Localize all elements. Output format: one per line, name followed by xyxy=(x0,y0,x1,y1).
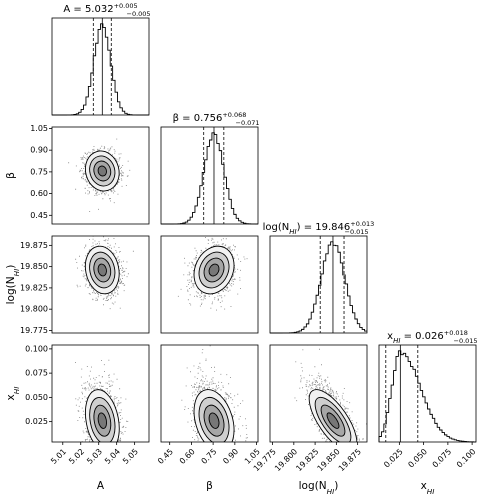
y-tick-label: 19.800 xyxy=(20,305,48,314)
scatter-panel-beta-xHI xyxy=(160,344,259,443)
x-axis-label-A: A xyxy=(97,480,105,492)
x-tick-label: 5.03 xyxy=(85,447,104,466)
posterior-title: β = 0.756+0.068 xyxy=(173,111,247,124)
y-tick-label: 0.75 xyxy=(30,167,48,176)
contour-1sigma xyxy=(97,412,108,429)
scatter-panel-beta-logNHI xyxy=(160,235,259,334)
contour-1sigma xyxy=(326,412,340,429)
y-axis-label-beta: β xyxy=(5,172,17,179)
panel-frame xyxy=(160,126,259,225)
y-tick-label: 0.45 xyxy=(30,211,48,220)
contour-1sigma xyxy=(208,412,220,429)
x-tick-label: 0.050 xyxy=(406,447,429,470)
scatter-panel-A-xHI xyxy=(51,344,150,443)
y-axis-label-logNHI: log(NHI) xyxy=(5,265,21,305)
x-tick-label: 5.01 xyxy=(49,447,68,466)
contour-1sigma xyxy=(208,263,220,277)
x-axis-label-beta: β xyxy=(206,480,213,492)
contour-1sigma xyxy=(97,263,107,277)
x-axis-label-xHI: xHI xyxy=(421,480,435,496)
panel-frame xyxy=(269,344,368,443)
scatter-panel-A-logNHI xyxy=(51,235,150,334)
y-tick-label: 0.60 xyxy=(30,189,48,198)
y-tick-label: 19.775 xyxy=(20,326,48,335)
panel-frame xyxy=(269,235,368,334)
scatter-panel-A-beta xyxy=(51,126,150,225)
y-axis-label-xHI: xHI xyxy=(5,387,21,401)
minus-error: −0.015 xyxy=(345,228,369,236)
x-tick-label: 0.075 xyxy=(431,447,454,470)
y-tick-label: 1.05 xyxy=(30,124,48,133)
x-tick-label: 0.90 xyxy=(221,447,240,466)
panel-frame xyxy=(51,344,150,443)
panel-frame xyxy=(51,126,150,225)
scatter-panel-logNHI-xHI xyxy=(269,344,368,443)
x-tick-label: 0.100 xyxy=(455,447,478,470)
minus-error: −0.015 xyxy=(454,337,478,345)
contour-1sigma xyxy=(97,165,107,177)
y-tick-label: 19.825 xyxy=(20,283,48,292)
panel-frame xyxy=(378,344,477,443)
sample-points xyxy=(294,345,367,442)
panel-frame xyxy=(51,17,150,116)
x-tick-label: 19.875 xyxy=(337,447,363,473)
hist-panel-beta: β = 0.756+0.068−0.071 xyxy=(160,111,260,225)
panel-frame xyxy=(160,235,259,334)
x-tick-label: 19.825 xyxy=(294,447,320,473)
panel-frame xyxy=(51,235,150,334)
y-tick-label: 19.850 xyxy=(20,262,48,271)
y-tick-label: 0.050 xyxy=(25,393,48,402)
x-tick-label: 0.60 xyxy=(178,447,197,466)
x-tick-label: 0.75 xyxy=(200,447,219,466)
x-tick-label: 19.800 xyxy=(273,447,299,473)
posterior-title: A = 5.032+0.005 xyxy=(63,2,137,15)
histogram-step xyxy=(378,350,476,443)
x-tick-label: 0.45 xyxy=(156,447,175,466)
minus-error: −0.005 xyxy=(127,10,151,18)
x-tick-label: 5.04 xyxy=(103,447,122,466)
panel-frame xyxy=(160,344,259,443)
x-tick-label: 19.850 xyxy=(316,447,342,473)
histogram-step xyxy=(52,23,149,116)
minus-error: −0.071 xyxy=(236,119,260,127)
y-tick-label: 0.075 xyxy=(25,369,48,378)
posterior-title: xHI = 0.026+0.018 xyxy=(387,329,468,345)
histogram-step xyxy=(161,132,258,225)
y-tick-label: 0.025 xyxy=(25,417,48,426)
y-tick-label: 0.100 xyxy=(25,344,48,353)
y-tick-label: 19.875 xyxy=(20,241,48,250)
hist-panel-logNHI: log(NHI) = 19.846+0.013−0.015 xyxy=(263,220,375,334)
x-axis-label-logNHI: log(NHI) xyxy=(299,480,339,496)
x-tick-label: 0.025 xyxy=(382,447,405,470)
histogram-step xyxy=(270,241,367,334)
hist-panel-A: A = 5.032+0.005−0.005 xyxy=(51,2,151,116)
posterior-title: log(NHI) = 19.846+0.013 xyxy=(263,220,375,236)
y-tick-label: 0.90 xyxy=(30,146,48,155)
hist-panel-xHI: xHI = 0.026+0.018−0.015 xyxy=(378,329,478,443)
x-tick-label: 5.02 xyxy=(67,447,86,466)
x-tick-label: 5.05 xyxy=(121,447,140,466)
